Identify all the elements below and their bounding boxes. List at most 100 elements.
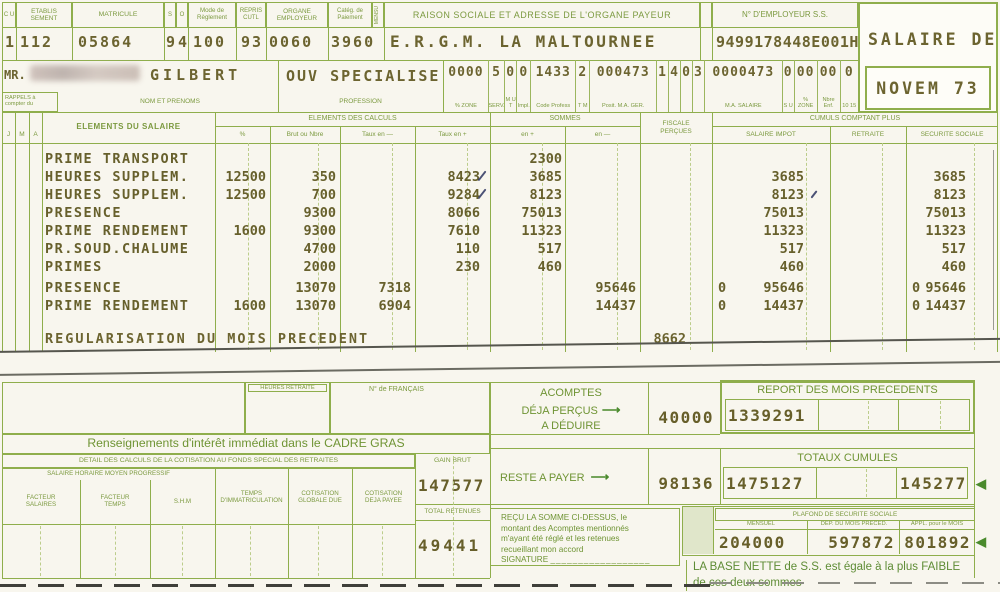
- matricule-value: 05864: [78, 33, 134, 51]
- plafond-col-mensuel: MENSUEL: [715, 520, 807, 530]
- table-row: HEURES SUPPLEM. 12500 700 9284 8123 8123 8123: [45, 187, 966, 203]
- table-row: PRIME RENDEMENT 1600 9300 7610 11323 11323 113…: [45, 223, 966, 239]
- grid-line: [2, 382, 975, 383]
- code-value: 0: [783, 65, 793, 80]
- grid-line: [816, 467, 817, 499]
- code-value: 0: [844, 65, 854, 80]
- code-cell: 00 Nbre Enf.: [816, 60, 840, 112]
- signature-line: SIGNATURE __________________: [501, 555, 651, 564]
- torn-edge: [0, 584, 710, 588]
- header-label: MENSU: [374, 5, 381, 25]
- grid-line: [490, 448, 975, 449]
- grid-line: [352, 468, 353, 578]
- dashed-line: [940, 401, 941, 429]
- arrow-right-icon: ⟶: [590, 469, 610, 484]
- code-cell: 1: [656, 60, 668, 112]
- grid-line: [42, 112, 43, 352]
- note-line1: LA BASE NETTE de S.S. est égale à la plu…: [693, 561, 961, 573]
- code-value: 000473: [596, 65, 650, 80]
- group-cumuls: CUMULS COMPTANT PLUS: [809, 115, 901, 123]
- regularisation-value: 8662: [653, 331, 686, 347]
- period-value: NOVEM 73: [876, 78, 980, 98]
- name-box: MR. GILBERT NOM ET PRENOMS: [2, 60, 278, 112]
- grid-line: [640, 112, 641, 352]
- dashed-line: [882, 143, 883, 350]
- salaire-de-box: SALAIRE DE NOVEM 73: [858, 2, 998, 113]
- code-cell: 0 M U T: [504, 60, 516, 112]
- code-value: 3: [694, 65, 703, 80]
- plafond-value-3: 801892: [904, 533, 971, 552]
- grid-line: [164, 28, 165, 60]
- grid-line: [278, 60, 279, 112]
- col-facteur-temps: FACTEUR TEMPS: [100, 494, 130, 508]
- dashed-line: [182, 526, 183, 576]
- recu-line: m'ayant été réglé et les retenues: [501, 534, 620, 543]
- code-label: SERV.: [488, 103, 505, 110]
- col-cotisation-globale: COTISATION GLOBALE DUE: [298, 490, 342, 504]
- code-cell: 0: [680, 60, 692, 112]
- categ-paiement-value: 3960: [331, 33, 376, 51]
- code-cell: 2 T M: [575, 60, 589, 112]
- totaux-title: TOTAUX CUMULES: [797, 452, 898, 464]
- grid-line: [2, 60, 858, 61]
- date-col-j: J: [6, 130, 11, 138]
- code-label: Code Profess: [536, 103, 571, 110]
- code-cell: 0000 % ZONE: [444, 60, 488, 112]
- dashed-line: [866, 469, 867, 497]
- organe-employeur-value: 0060: [269, 33, 314, 51]
- arrow-right-icon: ⟶: [601, 401, 621, 417]
- grid-line: [565, 126, 566, 352]
- col-temps-immatriculation: TEMPS D'IMMATRICULATION: [220, 490, 283, 504]
- header-label: REPRIS CUTL: [239, 8, 263, 21]
- redacted-name: [30, 65, 140, 81]
- grid-line: [415, 454, 416, 578]
- code-cell: 0 Impl.: [516, 60, 530, 112]
- grid-line: [266, 28, 267, 60]
- totaux-value-1: 1475127: [726, 474, 804, 493]
- grid-line: [830, 126, 831, 352]
- grid-line: [818, 399, 819, 431]
- grid-line: [2, 434, 720, 435]
- regularisation-label: REGULARISATION DU MOIS PRECEDENT: [45, 331, 370, 347]
- grid-line: [490, 382, 491, 578]
- heures-retraite-label: HEURES RETRAITE: [248, 384, 327, 393]
- table-row: PRIMES 2000 230 460 460 460: [45, 259, 966, 275]
- plafond-col-precedent: DEP. DU MOIS PRECED.: [807, 520, 900, 530]
- date-col-a: A: [33, 130, 38, 138]
- code-label: 10 15: [842, 103, 857, 110]
- code-label: Impl.: [517, 103, 530, 110]
- grid-line: [80, 480, 81, 578]
- header-label: N° D'EMPLOYEUR S.S.: [741, 9, 829, 19]
- header-cell: S: [164, 2, 176, 28]
- plafond-box: PLAFOND DE SECURITE SOCIALE MENSUEL DEP.…: [682, 506, 975, 556]
- banner-text: Renseignements d'intérêt immédiat dans l…: [87, 436, 405, 451]
- grid-line: [328, 28, 329, 60]
- plafond-value-2: 597872: [828, 533, 895, 552]
- code-value: 0: [682, 65, 691, 80]
- payslip-bottom-section: HEURES RETRAITE N° de FRANÇAIS Renseigne…: [0, 378, 1000, 592]
- employer-ss-value: 9499178448E001H: [716, 33, 859, 51]
- grid-line: [215, 112, 216, 352]
- cu-value: 1: [5, 33, 17, 51]
- grid-line: [2, 524, 415, 525]
- grid-line: [490, 112, 491, 352]
- payslip-top-section: C U ETABLIS SEMENT MATRICULE S O Mode de…: [2, 2, 998, 352]
- grid-line: [72, 28, 73, 60]
- code-label: Posit. M.A. GER.: [602, 103, 645, 110]
- header-cell: Catég. de Paiement: [328, 2, 372, 28]
- code-value: 1433: [535, 65, 571, 80]
- subcol-taux-moins: Taux en —: [361, 130, 394, 138]
- code-cell: 3: [691, 60, 704, 112]
- header-label: Catég. de Paiement: [336, 8, 364, 21]
- subcol-securite-sociale: SECURITE SOCIALE: [920, 130, 984, 138]
- arrow-left-icon: ◀: [976, 476, 986, 491]
- code-value: 00: [796, 65, 815, 80]
- code-cell: 4: [668, 60, 680, 112]
- grid-line: [16, 28, 17, 60]
- col-facteur-salaires: FACTEUR SALAIRES: [25, 494, 57, 508]
- grid-line: [288, 468, 289, 578]
- numero-francais-label: N° de FRANÇAIS: [369, 386, 424, 393]
- header-label: S: [167, 11, 172, 18]
- dashed-line: [542, 143, 543, 350]
